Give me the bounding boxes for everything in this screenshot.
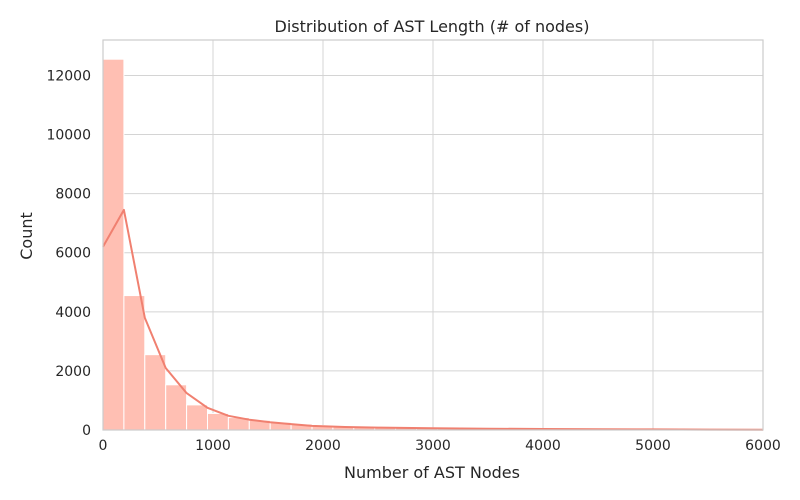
chart-title: Distribution of AST Length (# of nodes) <box>275 17 590 36</box>
histogram-bar <box>165 384 188 431</box>
histogram-bar <box>144 354 167 431</box>
x-tick-label: 1000 <box>195 438 231 454</box>
y-tick-label: 8000 <box>55 187 91 203</box>
y-tick-label: 6000 <box>55 246 91 262</box>
histogram-bar <box>186 404 209 431</box>
y-tick-label: 10000 <box>46 128 91 144</box>
y-axis-ticks: 0 2000 4000 6000 8000 10000 12000 <box>46 68 91 439</box>
y-tick-label: 12000 <box>46 68 91 84</box>
y-tick-label: 2000 <box>55 364 91 380</box>
y-tick-label: 0 <box>82 423 91 439</box>
y-tick-label: 4000 <box>55 305 91 321</box>
kde-line <box>102 208 764 431</box>
plot-frame <box>102 39 764 431</box>
histogram-bar <box>207 412 229 431</box>
x-tick-label: 3000 <box>415 438 451 454</box>
x-tick-label: 4000 <box>525 438 561 454</box>
x-axis-ticks: 0 1000 2000 3000 4000 5000 6000 <box>99 438 781 454</box>
histogram-bar <box>102 58 125 431</box>
x-tick-label: 6000 <box>745 438 781 454</box>
grid-lines <box>102 40 764 431</box>
kde-curve-layer <box>102 208 764 431</box>
x-tick-label: 2000 <box>305 438 341 454</box>
x-axis-title: Number of AST Nodes <box>344 463 520 482</box>
y-axis-title: Count <box>17 212 36 260</box>
histogram-bar <box>123 295 146 431</box>
x-tick-label: 5000 <box>635 438 671 454</box>
x-tick-label: 0 <box>99 438 108 454</box>
plot-border <box>102 39 764 431</box>
